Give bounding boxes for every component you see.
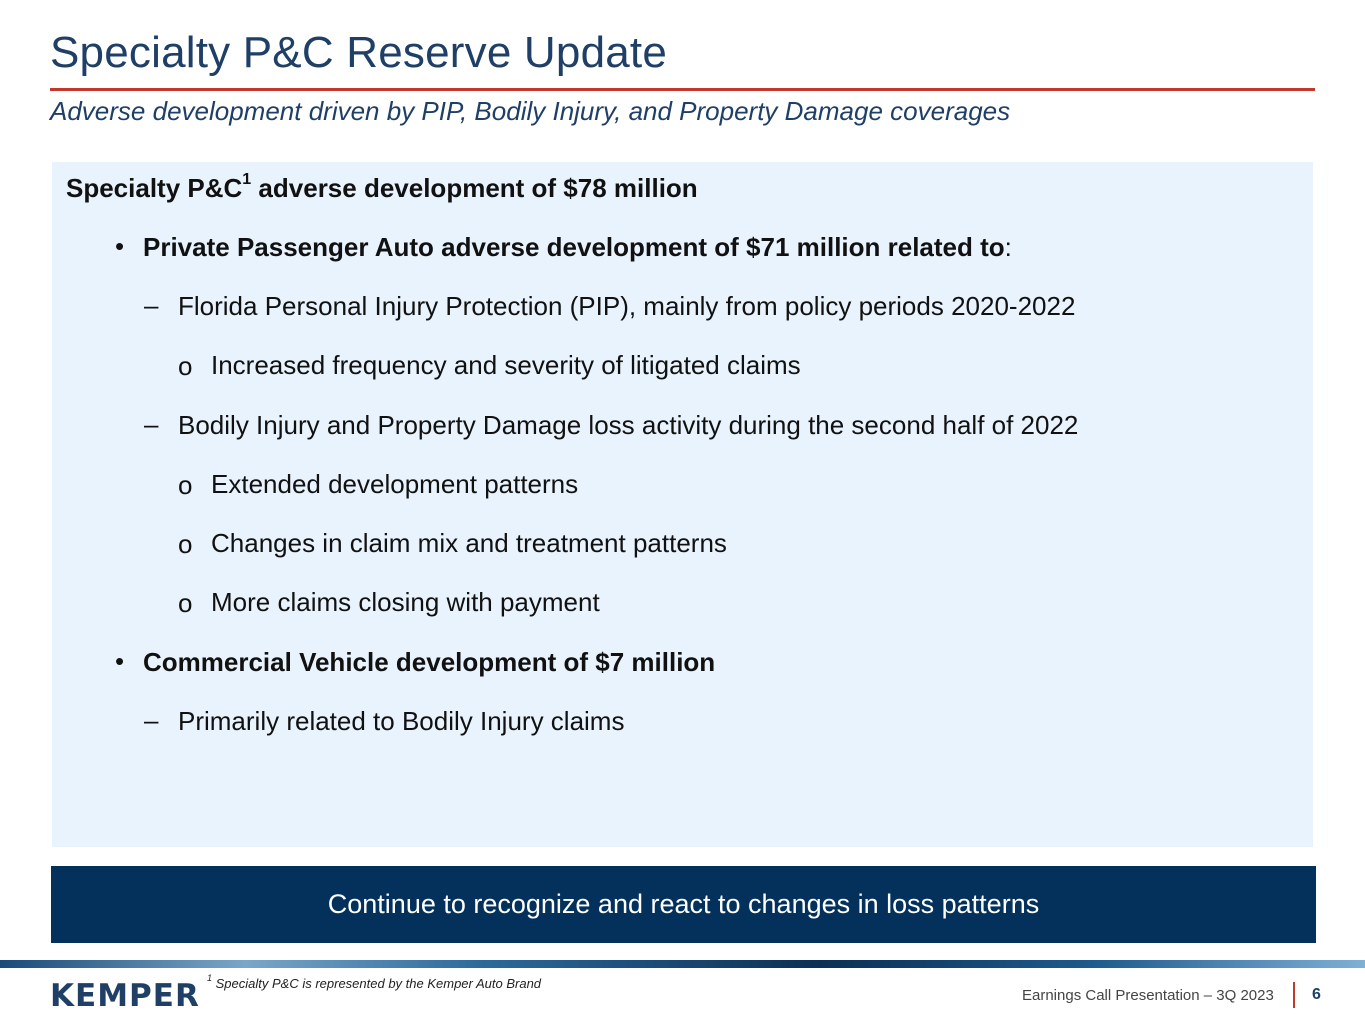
sub-sub-bullet-litigated-claims: Increased frequency and severity of liti… xyxy=(211,350,801,380)
page-number-divider xyxy=(1293,982,1295,1008)
content-panel xyxy=(52,162,1313,847)
circle-marker: o xyxy=(178,351,193,381)
slide-subtitle: Adverse development driven by PIP, Bodil… xyxy=(50,96,1011,126)
sub-sub-bullet-extended-development: Extended development patterns xyxy=(211,469,579,499)
footnote-reference: 1 xyxy=(242,171,252,189)
dash-marker: – xyxy=(144,705,159,735)
slide-title: Specialty P&C Reserve Update xyxy=(50,28,668,77)
title-divider xyxy=(50,88,1315,91)
circle-marker: o xyxy=(178,588,193,618)
footnote: 1 Specialty P&C is represented by the Ke… xyxy=(207,972,542,991)
sub-sub-bullet-closing-with-payment: More claims closing with payment xyxy=(211,587,600,617)
banner-text: Continue to recognize and react to chang… xyxy=(327,889,1040,919)
circle-marker: o xyxy=(178,529,193,559)
bullet-commercial-vehicle: Commercial Vehicle development of $7 mil… xyxy=(143,647,716,677)
sub-bullet-bodily-injury-claims: Primarily related to Bodily Injury claim… xyxy=(178,706,625,736)
bullet-private-passenger-auto: Private Passenger Auto adverse developme… xyxy=(143,232,1012,262)
dash-marker: – xyxy=(144,409,159,439)
bullet-marker: • xyxy=(115,646,125,676)
bullet-marker: • xyxy=(115,231,125,261)
presentation-label: Earnings Call Presentation – 3Q 2023 xyxy=(1022,987,1274,1004)
circle-marker: o xyxy=(178,470,193,500)
key-takeaway-banner: Continue to recognize and react to chang… xyxy=(51,866,1316,943)
dash-marker: – xyxy=(144,290,159,320)
footer-color-band xyxy=(0,960,1365,968)
sub-sub-bullet-claim-mix: Changes in claim mix and treatment patte… xyxy=(211,528,727,558)
content-heading: Specialty P&C1 adverse development of $7… xyxy=(66,171,698,203)
sub-bullet-bodily-injury-property-damage: Bodily Injury and Property Damage loss a… xyxy=(178,410,1079,440)
page-number: 6 xyxy=(1312,986,1321,1003)
sub-bullet-pip: Florida Personal Injury Protection (PIP)… xyxy=(178,291,1076,321)
kemper-logo: KEMPER xyxy=(50,978,200,1014)
